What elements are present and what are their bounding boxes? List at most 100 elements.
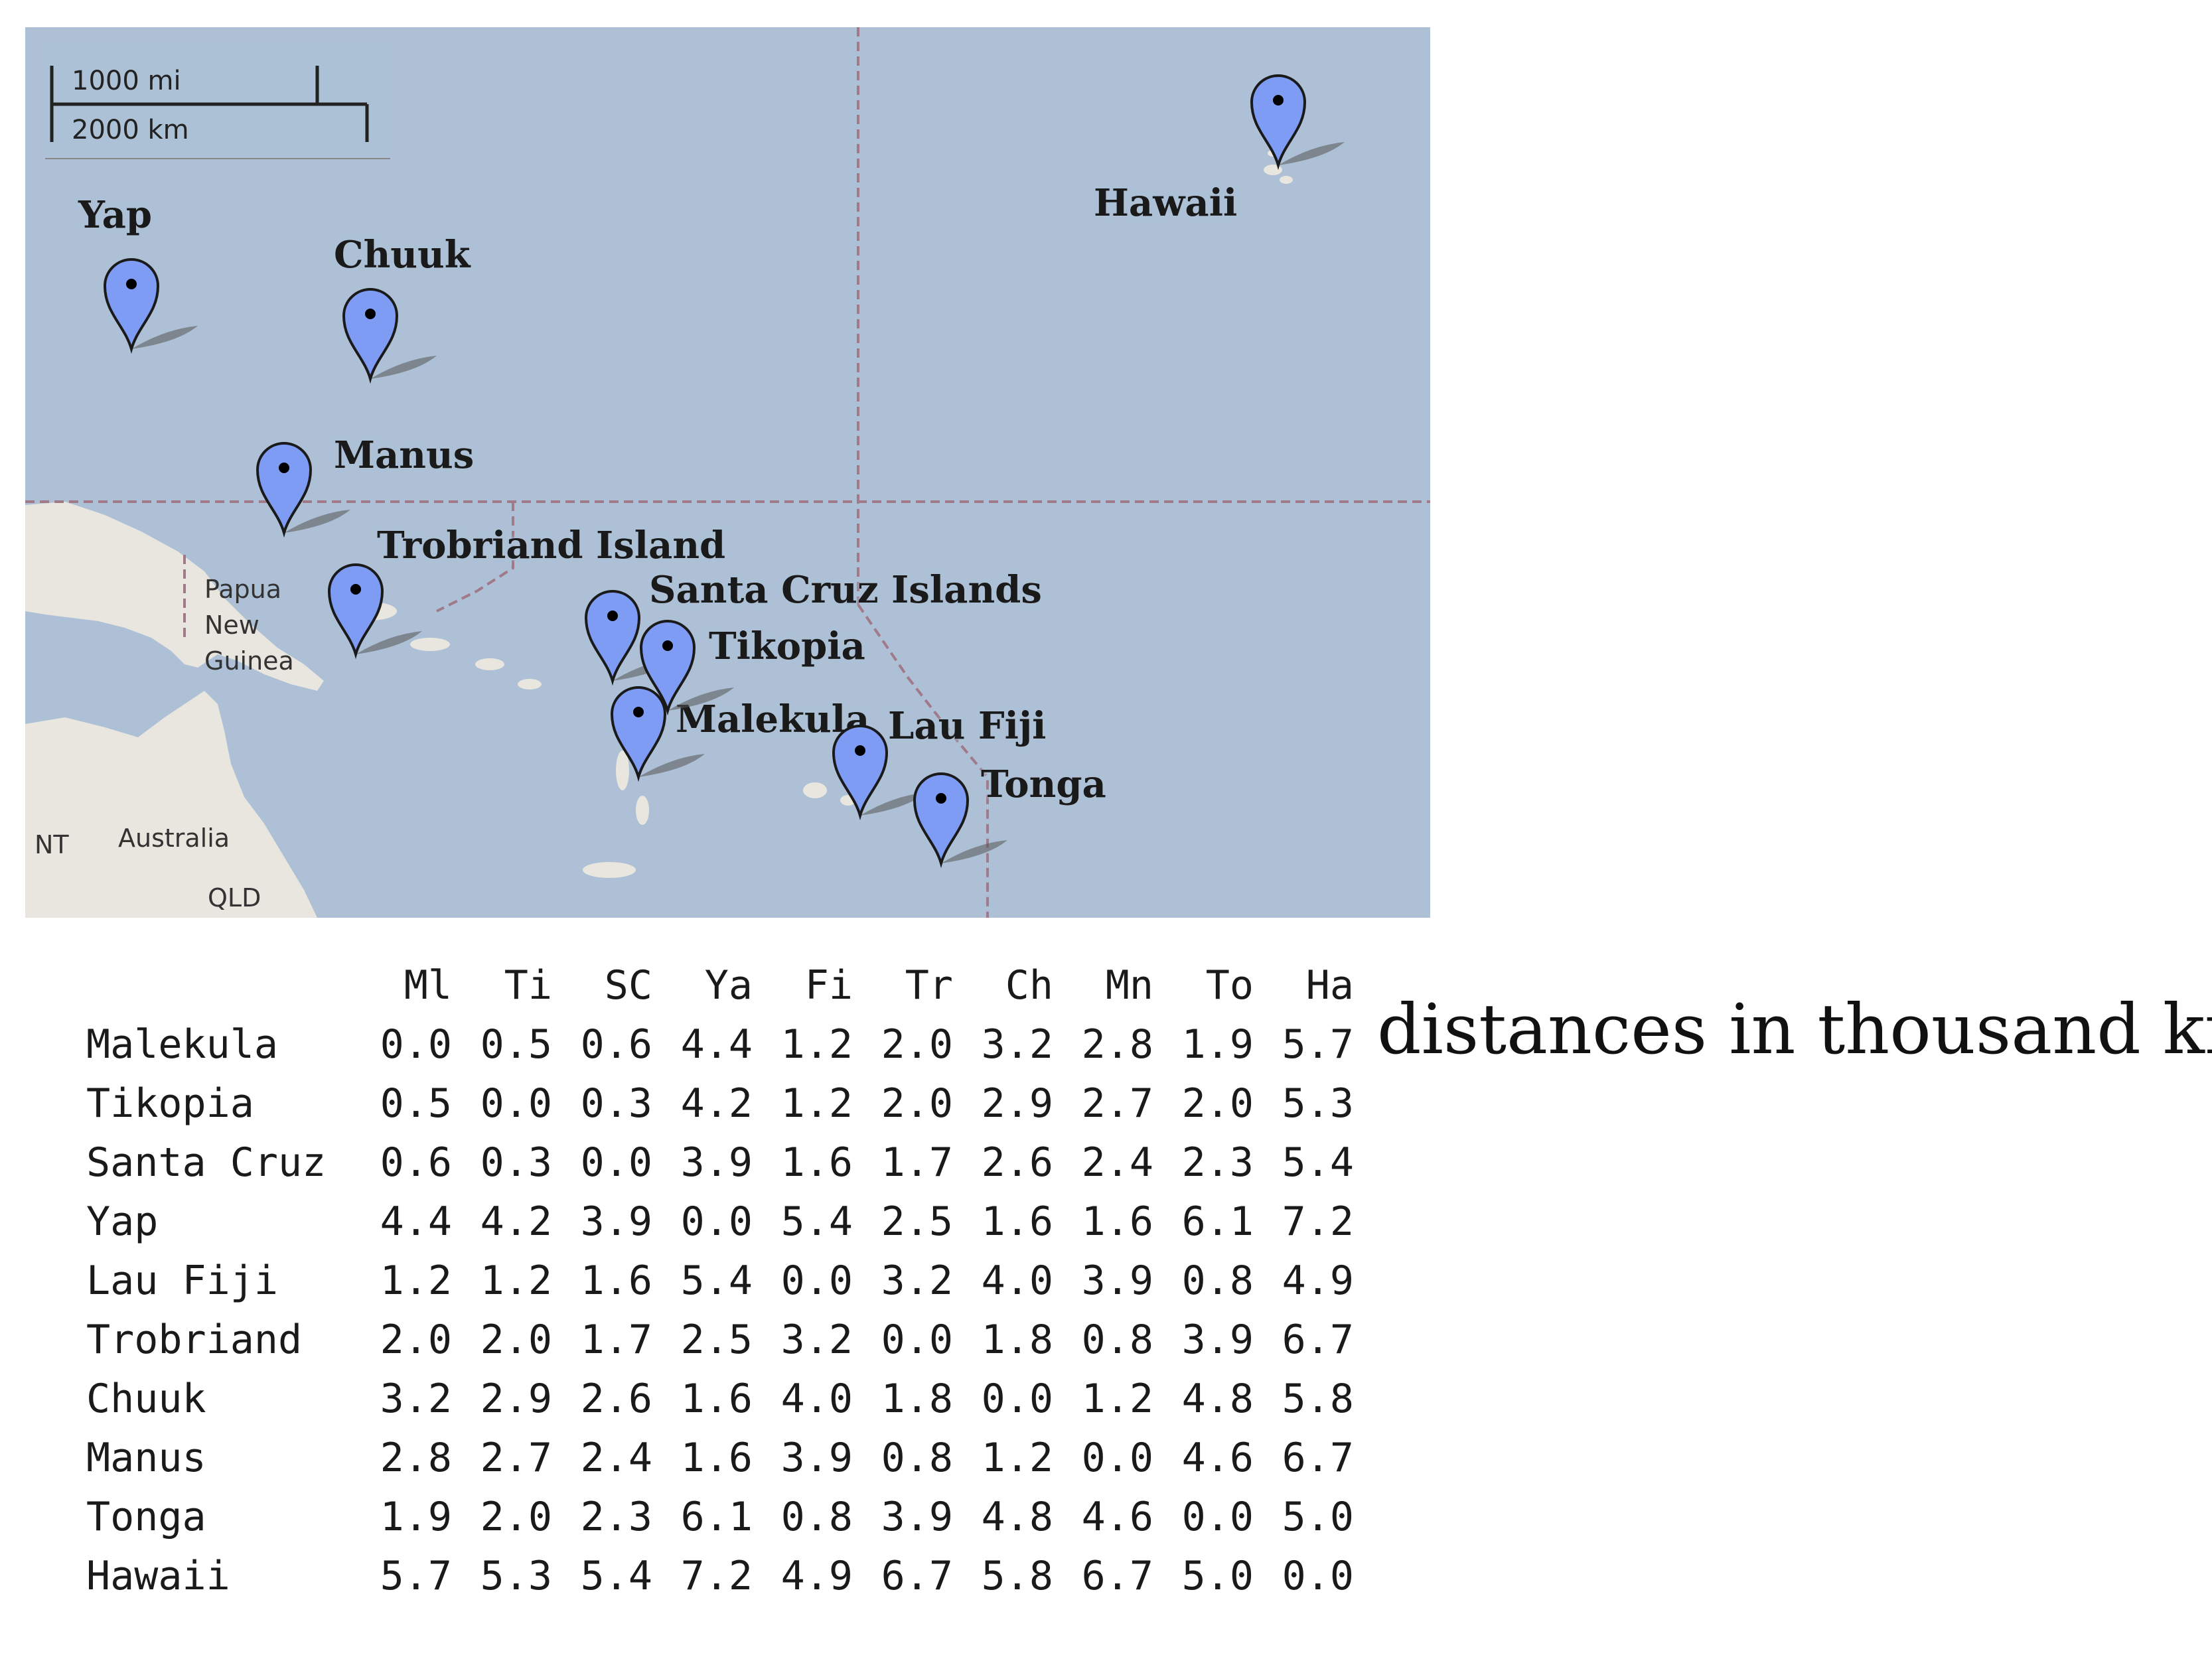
marker-tonga[interactable] [913, 770, 1007, 870]
distance-cell: 1.6 [680, 1434, 753, 1481]
table-row: Manus 2.8 2.7 2.4 1.6 3.9 0.8 1.2 0.0 4.6 6.7 [86, 1428, 1354, 1487]
place-label-hawaii: Hawaii [1094, 181, 1238, 225]
distance-cell: 4.8 [981, 1493, 1053, 1540]
place-label-yap: Yap [78, 193, 153, 237]
distance-cell: 5.0 [1282, 1493, 1354, 1540]
distance-matrix-table: Ml Ti SC Ya Fi Tr Ch Mn To Ha Malekula 0.… [86, 956, 1354, 1605]
table-row: Lau Fiji 1.2 1.2 1.6 5.4 0.0 3.2 4.0 3.9 0.8 4.9 [86, 1251, 1354, 1310]
distance-cell: 0.8 [1181, 1257, 1254, 1304]
marker-hawaii[interactable] [1250, 72, 1345, 172]
distance-cell: 3.9 [1181, 1316, 1254, 1363]
distance-cell: 1.9 [380, 1493, 452, 1540]
scale-bar: 1000 mi 2000 km [45, 46, 390, 160]
distance-cell: 2.0 [881, 1080, 953, 1127]
row-label: Santa Cruz [86, 1139, 327, 1186]
place-label-tikopia: Tikopia [709, 624, 865, 668]
region-label-png-line1: Papua [204, 575, 281, 604]
distance-cell: 2.0 [480, 1316, 552, 1363]
distance-cell: 2.3 [1181, 1139, 1254, 1186]
distance-cell: 0.6 [580, 1021, 652, 1068]
distance-cell: 5.3 [1282, 1080, 1354, 1127]
distance-cell: 7.2 [680, 1552, 753, 1599]
distance-cell: 3.9 [881, 1493, 953, 1540]
column-header: Mn [1105, 962, 1153, 1009]
row-label: Tonga [86, 1493, 206, 1540]
distance-cell: 4.0 [780, 1375, 853, 1422]
row-label: Trobriand [86, 1316, 303, 1363]
table-row: Malekula 0.0 0.5 0.6 4.4 1.2 2.0 3.2 2.8 1.9 5.7 [86, 1015, 1354, 1074]
distance-cell: 3.9 [680, 1139, 753, 1186]
distance-cell: 1.2 [780, 1021, 853, 1068]
distance-cell: 0.0 [981, 1375, 1053, 1422]
distance-cell: 1.2 [981, 1434, 1053, 1481]
distance-cell: 5.3 [480, 1552, 552, 1599]
table-row: Hawaii 5.7 5.3 5.4 7.2 4.9 6.7 5.8 6.7 5.0 0.0 [86, 1546, 1354, 1605]
column-header: Ya [704, 962, 753, 1009]
distance-cell: 2.8 [1081, 1021, 1153, 1068]
marker-trobriand[interactable] [327, 561, 422, 661]
distance-cell: 0.0 [1181, 1493, 1254, 1540]
distance-cell: 2.0 [881, 1021, 953, 1068]
map-view[interactable]: 1000 mi 2000 km Papua New Guinea Austral… [25, 27, 1430, 918]
marker-lau-fiji[interactable] [832, 723, 926, 822]
distance-cell: 1.6 [780, 1139, 853, 1186]
marker-chuuk[interactable] [342, 286, 437, 386]
distance-cell: 1.7 [580, 1316, 652, 1363]
distance-cell: 6.7 [1282, 1316, 1354, 1363]
marker-yap[interactable] [103, 256, 198, 356]
distance-cell: 2.6 [981, 1139, 1053, 1186]
column-header: Ti [504, 962, 552, 1009]
column-header: Ml [404, 962, 452, 1009]
distance-cell: 1.9 [1181, 1021, 1254, 1068]
distance-cell: 0.0 [680, 1198, 753, 1245]
distance-cell: 3.2 [780, 1316, 853, 1363]
distance-cell: 3.9 [580, 1198, 652, 1245]
region-label-nt: NT [35, 830, 69, 859]
distance-cell: 3.2 [981, 1021, 1053, 1068]
distance-cell: 1.8 [881, 1375, 953, 1422]
distance-cell: 0.3 [480, 1139, 552, 1186]
distance-cell: 0.0 [881, 1316, 953, 1363]
distance-cell: 0.8 [881, 1434, 953, 1481]
distance-cell: 5.8 [1282, 1375, 1354, 1422]
region-label-png: Papua New Guinea [204, 571, 294, 679]
distance-cell: 4.9 [1282, 1257, 1354, 1304]
distance-cell: 4.6 [1181, 1434, 1254, 1481]
marker-malekula[interactable] [610, 684, 705, 784]
distance-cell: 2.0 [380, 1316, 452, 1363]
distance-cell: 6.1 [1181, 1198, 1254, 1245]
marker-manus[interactable] [256, 440, 350, 540]
distance-cell: 1.6 [1081, 1198, 1153, 1245]
place-label-santa-cruz: Santa Cruz Islands [649, 568, 1042, 612]
row-label: Yap [86, 1198, 159, 1245]
distance-cell: 5.4 [780, 1198, 853, 1245]
distance-cell: 1.2 [780, 1080, 853, 1127]
land-australia [25, 691, 317, 918]
region-label-australia: Australia [118, 824, 230, 853]
distance-matrix-body: Malekula 0.0 0.5 0.6 4.4 1.2 2.0 3.2 2.8 1.9 5.7 Ti… [86, 1015, 1354, 1605]
distance-cell: 3.2 [881, 1257, 953, 1304]
column-header: Fi [804, 962, 853, 1009]
distance-cell: 2.5 [680, 1316, 753, 1363]
marker-tikopia[interactable] [639, 618, 734, 717]
distance-cell: 2.9 [981, 1080, 1053, 1127]
distance-cell: 0.0 [1081, 1434, 1153, 1481]
table-caption: distances in thousand km [1377, 989, 2212, 1070]
distance-cell: 4.6 [1081, 1493, 1153, 1540]
distance-cell: 4.9 [780, 1552, 853, 1599]
distance-cell: 0.0 [480, 1080, 552, 1127]
column-header: SC [604, 962, 652, 1009]
distance-cell: 2.7 [480, 1434, 552, 1481]
place-label-tonga: Tonga [981, 762, 1106, 806]
distance-cell: 1.8 [981, 1316, 1053, 1363]
table-row: Santa Cruz 0.6 0.3 0.0 3.9 1.6 1.7 2.6 2.4 2.3 5.4 [86, 1133, 1354, 1192]
place-label-malekula: Malekula [676, 697, 870, 741]
distance-cell: 2.6 [580, 1375, 652, 1422]
distance-cell: 3.9 [1081, 1257, 1153, 1304]
distance-cell: 1.2 [1081, 1375, 1153, 1422]
distance-cell: 0.0 [580, 1139, 652, 1186]
distance-cell: 6.1 [680, 1493, 753, 1540]
distance-cell: 1.6 [981, 1198, 1053, 1245]
small-islands [344, 150, 1293, 878]
scale-miles-label: 1000 mi [72, 66, 181, 96]
